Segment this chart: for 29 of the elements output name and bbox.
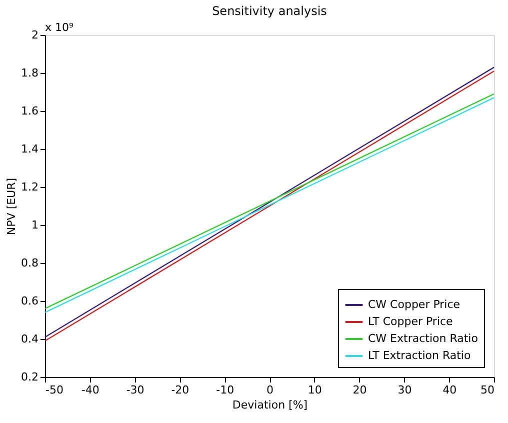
chart-title: Sensitivity analysis bbox=[212, 4, 327, 18]
x-tick-label: 20 bbox=[352, 384, 367, 396]
legend-label: LT Copper Price bbox=[368, 315, 454, 328]
x-tick-label: -40 bbox=[81, 384, 100, 396]
y-tick-label: 0.4 bbox=[21, 332, 38, 346]
y-tick-label: 0.2 bbox=[21, 370, 38, 384]
x-tick-label: -30 bbox=[126, 384, 144, 396]
legend-label: CW Extraction Ratio bbox=[368, 332, 478, 345]
y-tick-label: 0.6 bbox=[21, 294, 38, 308]
x-tick-label: -10 bbox=[216, 384, 234, 396]
y-tick-label: 1.6 bbox=[21, 104, 38, 118]
x-tick-label: -20 bbox=[171, 384, 190, 396]
x-tick-label: 30 bbox=[398, 384, 412, 396]
legend-label: CW Copper Price bbox=[368, 298, 460, 311]
y-tick-label: 0.8 bbox=[21, 256, 38, 270]
y-tick-label: 2 bbox=[32, 28, 38, 42]
y-tick-label: 1.2 bbox=[21, 180, 38, 194]
x-tick-label: 50 bbox=[480, 384, 494, 396]
x-tick-label: -50 bbox=[46, 384, 64, 396]
y-tick-label: 1 bbox=[32, 218, 38, 232]
y-tick-label: 1.8 bbox=[21, 66, 38, 80]
x-tick-label: 40 bbox=[442, 384, 457, 396]
y-tick-label: 1.4 bbox=[21, 142, 38, 156]
legend-label: LT Extraction Ratio bbox=[368, 349, 471, 362]
y-axis-title: NPV [EUR] bbox=[5, 178, 18, 236]
x-tick-label: 10 bbox=[308, 384, 322, 396]
x-tick-label: 0 bbox=[266, 384, 274, 396]
x-axis-title: Deviation [%] bbox=[232, 398, 308, 412]
text: x 10⁹ bbox=[45, 21, 74, 34]
